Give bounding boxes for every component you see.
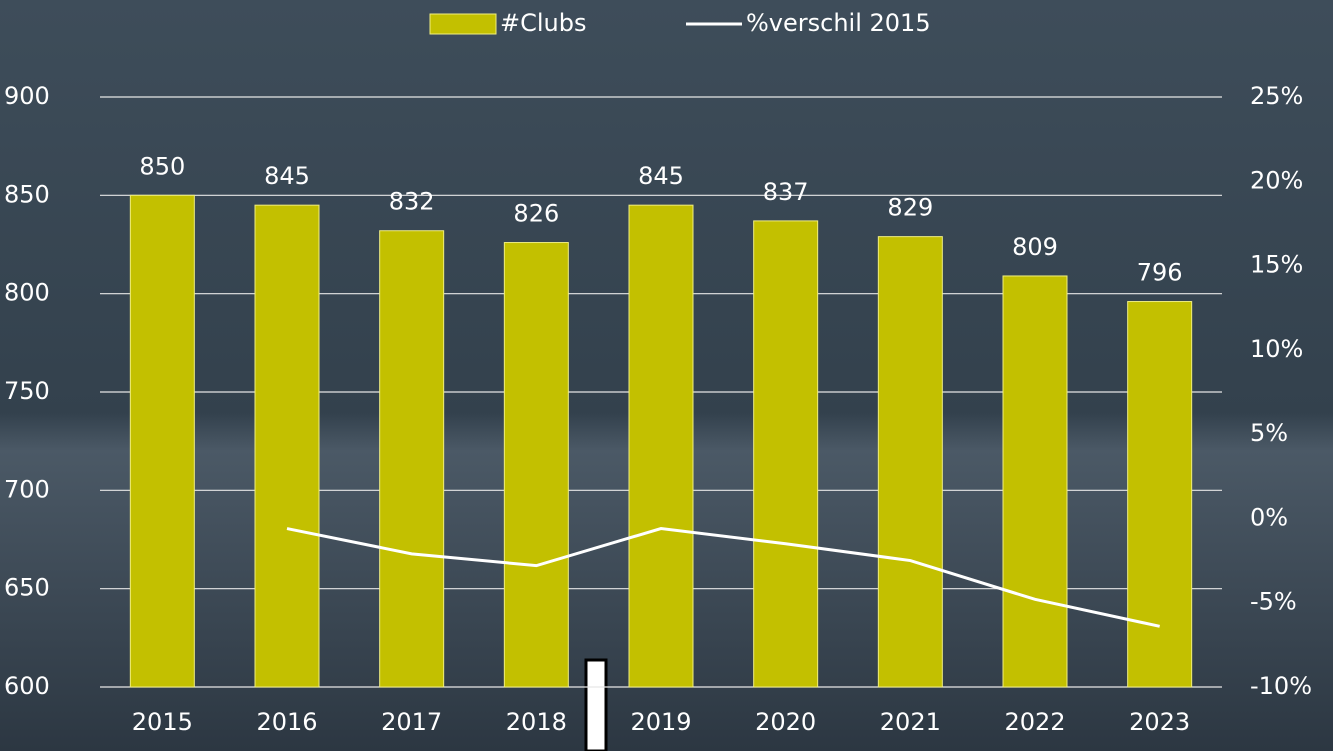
y-tick-label: 850 xyxy=(4,180,50,208)
data-label: 796 xyxy=(1137,259,1183,287)
data-label: 850 xyxy=(139,152,185,180)
bar xyxy=(379,230,445,688)
data-label: 845 xyxy=(638,162,684,190)
y2-tick-label: 25% xyxy=(1250,82,1303,110)
data-label: 809 xyxy=(1012,233,1058,261)
data-label: 845 xyxy=(264,162,310,190)
bar xyxy=(503,242,569,688)
legend-label: %verschil 2015 xyxy=(746,9,931,37)
x-tick-label: 2020 xyxy=(755,708,816,736)
y-tick-label: 650 xyxy=(4,574,50,602)
y2-tick-label: 0% xyxy=(1250,503,1288,531)
bar xyxy=(254,204,320,688)
y2-tick-label: -5% xyxy=(1250,588,1297,616)
bar xyxy=(753,220,819,688)
legend-swatch xyxy=(429,13,497,35)
y2-tick-label: 10% xyxy=(1250,335,1303,363)
x-tick-label: 2018 xyxy=(506,708,567,736)
data-label: 829 xyxy=(887,194,933,222)
data-label: 837 xyxy=(763,178,809,206)
bar xyxy=(1127,301,1193,688)
line xyxy=(286,527,1160,628)
y2-tick-label: -10% xyxy=(1250,672,1312,700)
x-tick-label: 2019 xyxy=(630,708,691,736)
x-tick-label: 2023 xyxy=(1129,708,1190,736)
y2-tick-label: 20% xyxy=(1250,166,1303,194)
data-label: 832 xyxy=(389,188,435,216)
x-tick-label: 2021 xyxy=(880,708,941,736)
y-tick-label: 750 xyxy=(4,377,50,405)
x-tick-label: 2017 xyxy=(381,708,442,736)
bar xyxy=(129,194,195,688)
bar xyxy=(877,236,943,688)
y-tick-label: 600 xyxy=(4,672,50,700)
bar xyxy=(628,204,694,688)
y-tick-label: 800 xyxy=(4,279,50,307)
y-tick-label: 700 xyxy=(4,475,50,503)
x-tick-label: 2015 xyxy=(132,708,193,736)
y2-tick-label: 15% xyxy=(1250,251,1303,279)
decoration xyxy=(584,658,608,751)
legend-label: #Clubs xyxy=(500,9,586,37)
x-tick-label: 2022 xyxy=(1004,708,1065,736)
data-label: 826 xyxy=(513,200,559,228)
y-tick-label: 900 xyxy=(4,82,50,110)
x-tick-label: 2016 xyxy=(256,708,317,736)
bar xyxy=(1002,275,1068,688)
y2-tick-label: 5% xyxy=(1250,419,1288,447)
